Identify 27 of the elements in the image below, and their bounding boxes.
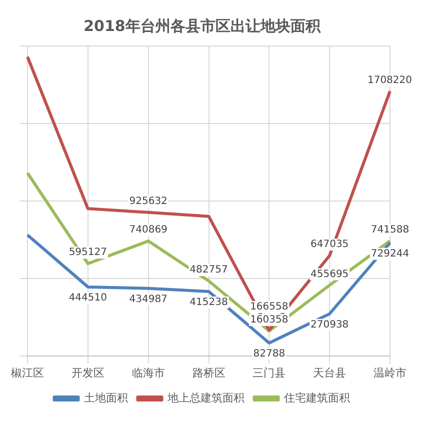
x-tick-label: 温岭市 — [374, 366, 406, 380]
chart-title: 2018年台州各县市区出让地块面积 — [84, 16, 322, 35]
legend-label: 土地面积 — [84, 391, 128, 404]
x-tick-label: 开发区 — [71, 366, 104, 380]
data-label: 455695 — [310, 268, 349, 280]
x-tick-label: 三门县 — [252, 366, 286, 380]
data-label: 82788 — [253, 348, 286, 360]
data-label: 925632 — [129, 196, 168, 208]
data-label: 1708220 — [367, 74, 412, 86]
data-label: 434987 — [129, 294, 168, 306]
data-label: 647035 — [310, 239, 349, 250]
data-label: 415238 — [190, 297, 228, 308]
data-label: 270938 — [310, 319, 349, 330]
data-label: 740869 — [129, 224, 168, 236]
x-tick-label: 天台县 — [313, 366, 346, 380]
data-label: 482757 — [190, 264, 228, 276]
x-tick-label: 临海市 — [132, 366, 165, 380]
legend-label: 住宅建筑面积 — [284, 391, 350, 404]
data-label: 160358 — [250, 314, 288, 326]
data-label: 166558 — [250, 302, 288, 313]
data-label: 741588 — [370, 224, 410, 236]
legend-label: 地上总建筑面积 — [166, 391, 244, 404]
x-tick-label: 路桥区 — [192, 366, 226, 380]
data-label: 444510 — [68, 292, 108, 304]
x-tick-label: 椒江区 — [11, 366, 44, 380]
data-label: 595127 — [68, 247, 108, 258]
data-label: 729244 — [370, 248, 410, 260]
